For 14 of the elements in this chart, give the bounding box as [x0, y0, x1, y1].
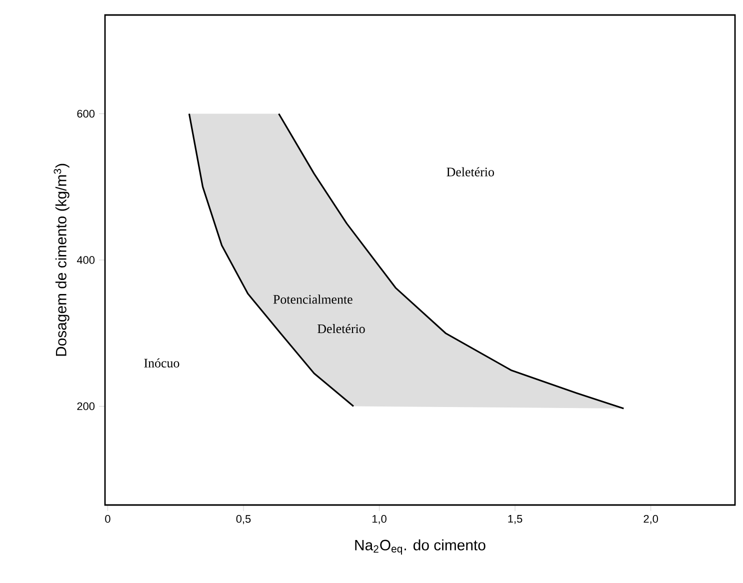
x-axis-title: Na$_{2}$O$_{eq}$. do cimento [355, 539, 486, 555]
x-tick-label: 0 [105, 515, 110, 523]
y-tick-label: 600 [77, 110, 95, 118]
y-tick-label: 400 [76, 256, 95, 264]
x-tick-label: 1,0 [372, 515, 386, 524]
y-tick-label: 200 [77, 402, 95, 410]
x-tick-label: 0,5 [236, 515, 251, 524]
annotation: Deletério [446, 167, 494, 176]
annotation: Potencialmente [273, 294, 352, 304]
y-axis-title: Dosagem de cimento (kg/m$^{3}$) [54, 164, 70, 356]
x-tick-label: 1,5 [508, 515, 522, 524]
annotation: Inócuo [144, 358, 180, 368]
annotation: Deletério [318, 324, 365, 334]
x-tick-label: 2,0 [644, 515, 658, 524]
